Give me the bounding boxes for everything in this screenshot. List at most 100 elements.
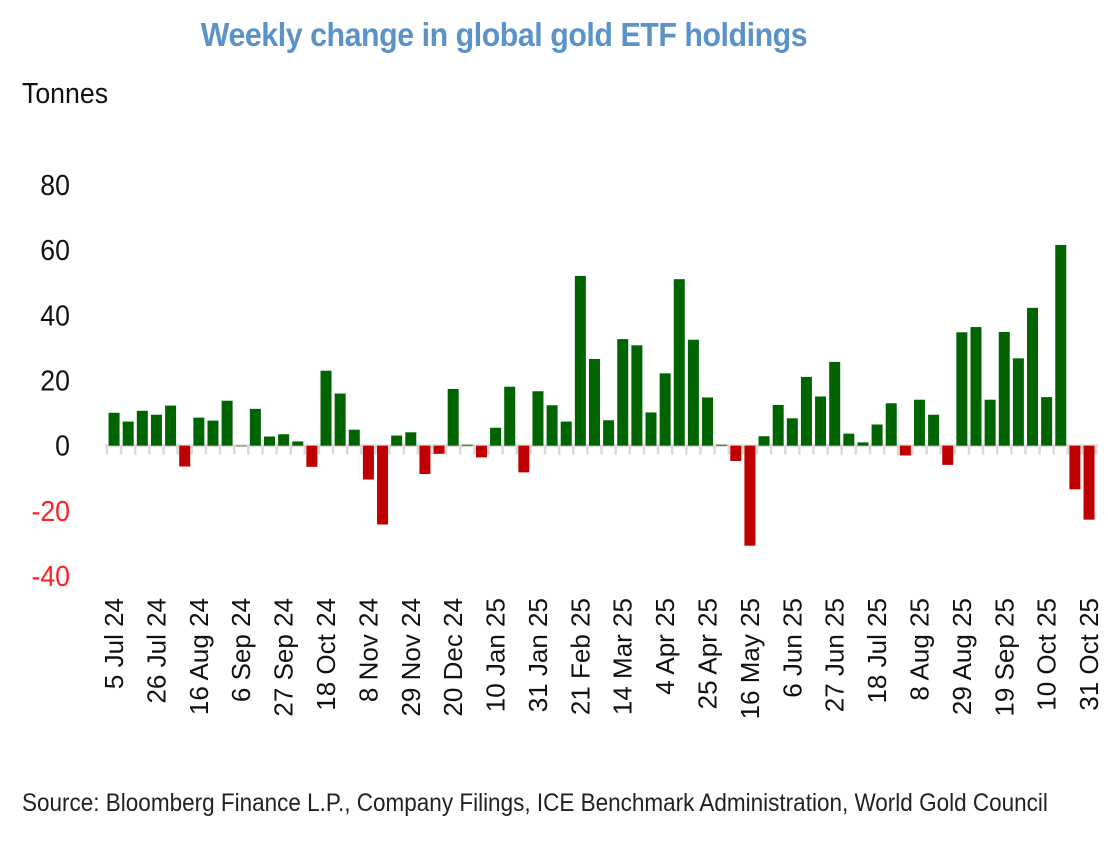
bar xyxy=(1012,358,1024,446)
bar xyxy=(546,405,558,446)
bar xyxy=(970,327,982,446)
x-tick-label: 31 Jan 25 xyxy=(523,598,553,712)
x-tick-label: 18 Oct 24 xyxy=(311,598,341,711)
bar xyxy=(1027,307,1039,446)
x-tick-label: 18 Jul 25 xyxy=(862,598,892,704)
bar xyxy=(391,435,403,446)
bar xyxy=(150,414,162,446)
y-tick-label: 60 xyxy=(40,234,70,266)
x-tick-label: 6 Jun 25 xyxy=(777,598,807,698)
bar xyxy=(207,420,219,446)
x-tick-label: 4 Apr 25 xyxy=(650,598,680,695)
x-tick-label: 16 Aug 24 xyxy=(184,598,214,715)
y-tick-label: -40 xyxy=(31,560,70,592)
bar xyxy=(588,358,600,446)
bar xyxy=(984,399,996,446)
bar xyxy=(518,445,530,473)
bar xyxy=(871,424,883,446)
bar xyxy=(108,412,120,446)
bar xyxy=(716,444,728,446)
bar xyxy=(461,444,473,446)
bar xyxy=(1055,244,1067,446)
bar xyxy=(800,376,812,446)
bar xyxy=(278,434,290,446)
y-axis-ticks: 80 60 40 20 0 -20 -40 xyxy=(31,169,70,592)
y-tick-label: -20 xyxy=(31,495,70,527)
x-tick-label: 16 May 25 xyxy=(735,598,765,719)
bar xyxy=(631,345,643,446)
x-tick-label: 10 Oct 25 xyxy=(1032,598,1062,711)
bars xyxy=(108,244,1095,546)
bar xyxy=(320,370,332,446)
bar xyxy=(447,388,459,446)
bar xyxy=(433,445,445,454)
bar xyxy=(617,339,629,446)
bar xyxy=(306,445,318,467)
y-tick-label: 0 xyxy=(55,430,70,462)
bar xyxy=(136,410,148,446)
x-tick-label: 8 Nov 24 xyxy=(353,598,383,702)
bar xyxy=(857,442,869,446)
x-tick-label: 10 Jan 25 xyxy=(481,598,511,712)
x-axis-tick-labels: 5 Jul 24 26 Jul 24 16 Aug 24 6 Sep 24 27 Sep… xyxy=(99,598,1104,719)
bar xyxy=(1069,445,1081,490)
bar xyxy=(122,421,134,446)
x-tick-label: 21 Feb 25 xyxy=(565,598,595,715)
bar xyxy=(263,436,275,446)
x-tick-label: 6 Sep 24 xyxy=(226,598,256,702)
bar xyxy=(730,445,742,461)
x-tick-label: 19 Sep 25 xyxy=(989,598,1019,717)
y-tick-label: 80 xyxy=(40,169,70,201)
x-tick-label: 29 Nov 24 xyxy=(396,598,426,717)
bar xyxy=(490,427,502,446)
bar xyxy=(348,429,360,446)
bar-chart: 80 60 40 20 0 -20 -40 5 Jul 24 26 Jul 24 16 Aug … xyxy=(31,169,1104,719)
bar xyxy=(913,399,925,446)
x-tick-label: 26 Jul 24 xyxy=(141,598,171,704)
x-tick-label: 8 Aug 25 xyxy=(904,598,934,701)
bar xyxy=(179,445,191,467)
bar xyxy=(334,393,346,446)
bar xyxy=(829,361,841,446)
source-note: Source: Bloomberg Finance L.P., Company … xyxy=(22,789,1048,817)
bar xyxy=(419,445,431,475)
x-tick-label: 27 Sep 24 xyxy=(269,598,299,717)
bar xyxy=(1083,445,1095,520)
bar xyxy=(645,412,657,446)
bar xyxy=(673,279,685,446)
bar xyxy=(928,414,940,446)
bar xyxy=(843,433,855,446)
chart-title: Weekly change in global gold ETF holding… xyxy=(200,16,808,53)
bar xyxy=(899,445,911,456)
y-tick-label: 40 xyxy=(40,299,70,331)
bar xyxy=(687,339,699,446)
x-tick-label: 27 Jun 25 xyxy=(820,598,850,712)
bar xyxy=(560,421,572,446)
bar xyxy=(504,386,516,446)
bar xyxy=(165,405,177,446)
bar xyxy=(405,432,417,446)
bar xyxy=(744,445,756,546)
bar xyxy=(1041,397,1053,446)
x-tick-label: 14 Mar 25 xyxy=(608,598,638,715)
x-tick-label: 20 Dec 24 xyxy=(438,598,468,717)
bar xyxy=(475,445,487,458)
x-tick-label: 29 Aug 25 xyxy=(947,598,977,715)
bar xyxy=(249,408,261,446)
bar xyxy=(885,403,897,446)
bar xyxy=(786,418,798,446)
bar xyxy=(574,275,586,446)
x-tick-label: 31 Oct 25 xyxy=(1074,598,1104,711)
bar xyxy=(956,332,968,446)
x-tick-label: 25 Apr 25 xyxy=(693,598,723,709)
bar xyxy=(702,397,714,446)
bar xyxy=(532,391,544,446)
bar xyxy=(603,420,615,446)
y-tick-label: 20 xyxy=(40,364,70,396)
x-tick-label: 5 Jul 24 xyxy=(99,598,129,689)
bar xyxy=(235,445,247,447)
bar xyxy=(758,436,770,446)
bar xyxy=(377,445,389,525)
bar xyxy=(362,445,374,480)
bar xyxy=(772,404,784,446)
